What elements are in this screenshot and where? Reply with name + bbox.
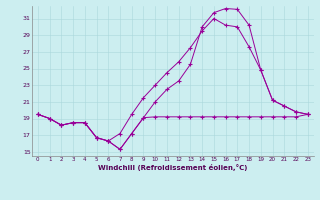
X-axis label: Windchill (Refroidissement éolien,°C): Windchill (Refroidissement éolien,°C) xyxy=(98,164,247,171)
